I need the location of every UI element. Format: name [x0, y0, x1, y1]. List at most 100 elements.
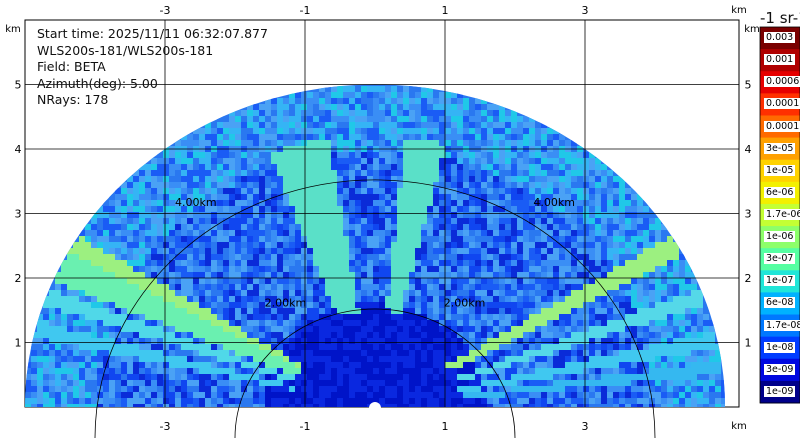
- scan-cell: [457, 302, 463, 308]
- scan-cell: [373, 308, 379, 314]
- scan-cell: [553, 272, 559, 278]
- scan-cell: [451, 134, 457, 140]
- scan-cell: [55, 272, 61, 278]
- scan-cell: [361, 326, 367, 332]
- scan-cell: [361, 368, 367, 374]
- scan-cell: [619, 380, 625, 386]
- scan-cell: [241, 230, 247, 236]
- scan-cell: [289, 140, 295, 146]
- scan-cell: [307, 362, 313, 368]
- scan-cell: [223, 296, 229, 302]
- scan-cell: [325, 386, 331, 392]
- scan-cell: [493, 404, 499, 407]
- scan-cell: [253, 104, 259, 110]
- scan-cell: [367, 128, 373, 134]
- scan-cell: [481, 224, 487, 230]
- scan-cell: [421, 302, 427, 308]
- scan-cell: [421, 206, 427, 212]
- scan-cell: [325, 230, 331, 236]
- scan-cell: [331, 260, 337, 266]
- scan-cell: [463, 182, 469, 188]
- scan-cell: [451, 128, 457, 134]
- scan-cell: [217, 278, 223, 284]
- scan-cell: [277, 116, 283, 122]
- scan-cell: [475, 164, 481, 170]
- scan-cell: [103, 368, 109, 374]
- scan-cell: [547, 302, 553, 308]
- scan-cell: [481, 218, 487, 224]
- scan-cell: [199, 248, 205, 254]
- scan-cell: [643, 308, 649, 314]
- scan-cell: [385, 152, 391, 158]
- scan-cell: [61, 278, 67, 284]
- scan-cell: [331, 236, 337, 242]
- scan-cell: [679, 386, 685, 392]
- scan-cell: [229, 218, 235, 224]
- scan-cell: [487, 104, 493, 110]
- scan-cell: [115, 272, 121, 278]
- scan-cell: [247, 338, 253, 344]
- scan-cell: [265, 290, 271, 296]
- scan-cell: [271, 260, 277, 266]
- scan-cell: [409, 338, 415, 344]
- scan-cell: [307, 176, 313, 182]
- scan-cell: [61, 290, 67, 296]
- scan-cell: [253, 362, 259, 368]
- scan-cell: [577, 224, 583, 230]
- scan-cell: [505, 128, 511, 134]
- scan-cell: [517, 302, 523, 308]
- scan-cell: [349, 272, 355, 278]
- scan-cell: [295, 206, 301, 212]
- scan-cell: [505, 230, 511, 236]
- scan-cell: [295, 362, 301, 368]
- scan-cell: [235, 152, 241, 158]
- scan-cell: [301, 362, 307, 368]
- scan-cell: [43, 332, 49, 338]
- scan-cell: [601, 272, 607, 278]
- scan-cell: [475, 176, 481, 182]
- scan-cell: [145, 182, 151, 188]
- scan-cell: [571, 368, 577, 374]
- scan-cell: [295, 194, 301, 200]
- scan-cell: [61, 374, 67, 380]
- scan-cell: [313, 338, 319, 344]
- scan-cell: [487, 236, 493, 242]
- scan-cell: [631, 338, 637, 344]
- scan-cell: [565, 344, 571, 350]
- scan-cell: [229, 374, 235, 380]
- scan-cell: [667, 344, 673, 350]
- scan-cell: [109, 338, 115, 344]
- scan-cell: [247, 224, 253, 230]
- scan-cell: [109, 278, 115, 284]
- scan-cell: [403, 242, 409, 248]
- scan-cell: [127, 338, 133, 344]
- scan-cell: [487, 398, 493, 404]
- scan-cell: [373, 116, 379, 122]
- scan-cell: [319, 344, 325, 350]
- scan-cell: [421, 290, 427, 296]
- scan-cell: [511, 200, 517, 206]
- scan-cell: [97, 236, 103, 242]
- scan-cell: [115, 266, 121, 272]
- scan-cell: [187, 290, 193, 296]
- scan-cell: [349, 110, 355, 116]
- scan-cell: [457, 194, 463, 200]
- scan-cell: [529, 320, 535, 326]
- scan-cell: [319, 86, 325, 92]
- scan-cell: [589, 308, 595, 314]
- scan-cell: [619, 176, 625, 182]
- scan-cell: [247, 242, 253, 248]
- scan-cell: [139, 212, 145, 218]
- scan-cell: [343, 128, 349, 134]
- scan-cell: [475, 152, 481, 158]
- scan-cell: [145, 212, 151, 218]
- scan-cell: [571, 224, 577, 230]
- scan-cell: [439, 230, 445, 236]
- scan-cell: [121, 404, 127, 407]
- scan-cell: [259, 266, 265, 272]
- scan-cell: [583, 236, 589, 242]
- scan-cell: [577, 302, 583, 308]
- scan-cell: [127, 368, 133, 374]
- scan-cell: [73, 248, 79, 254]
- scan-cell: [367, 374, 373, 380]
